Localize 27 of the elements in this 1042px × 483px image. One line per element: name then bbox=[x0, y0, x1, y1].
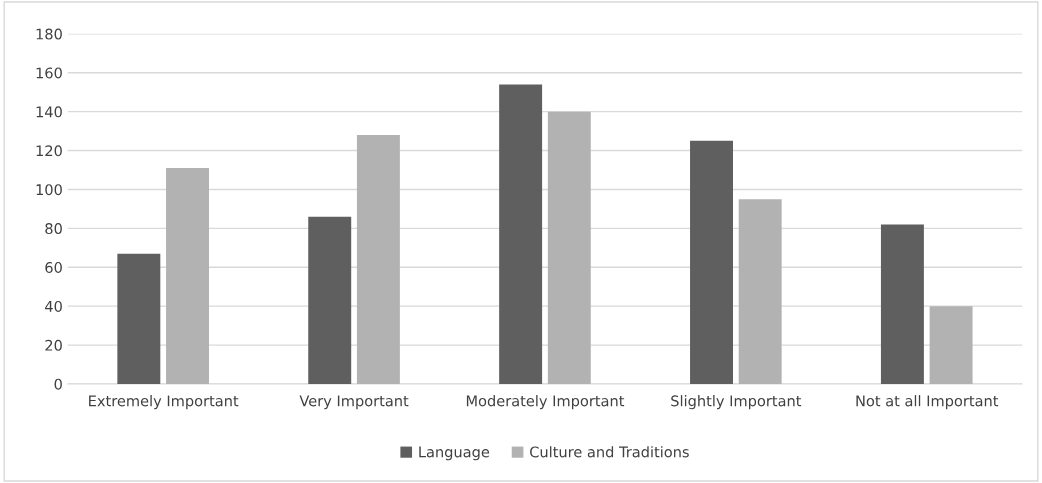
legend-label: Language bbox=[419, 446, 490, 461]
x-tick-label: Slightly Important bbox=[671, 395, 802, 410]
y-tick-label: 100 bbox=[36, 184, 62, 196]
bar bbox=[738, 199, 782, 384]
y-tick-label: 140 bbox=[36, 106, 62, 118]
bar bbox=[356, 134, 400, 384]
bar bbox=[547, 111, 591, 384]
y-tick-label: 20 bbox=[45, 339, 62, 351]
y-tick-label: 160 bbox=[36, 67, 62, 79]
y-tick-label: 40 bbox=[45, 300, 62, 312]
bar bbox=[117, 253, 161, 384]
x-tick-label: Not at all Important bbox=[856, 395, 999, 410]
x-tick-label: Moderately Important bbox=[466, 395, 625, 410]
y-tick-label: 180 bbox=[36, 28, 62, 40]
legend-label: Culture and Traditions bbox=[530, 446, 689, 458]
bar bbox=[499, 84, 543, 384]
x-tick-label: Extremely Important bbox=[89, 395, 239, 410]
y-tick-label: 60 bbox=[45, 261, 62, 274]
y-tick-label: 0 bbox=[54, 378, 62, 390]
bar bbox=[690, 140, 733, 384]
y-tick-label: 80 bbox=[45, 223, 62, 235]
y-tick-label: 120 bbox=[36, 145, 62, 157]
bar bbox=[880, 224, 924, 384]
x-tick-label: Very Important bbox=[299, 395, 409, 410]
bar bbox=[166, 168, 209, 384]
bar bbox=[929, 306, 973, 384]
bar bbox=[308, 216, 352, 384]
